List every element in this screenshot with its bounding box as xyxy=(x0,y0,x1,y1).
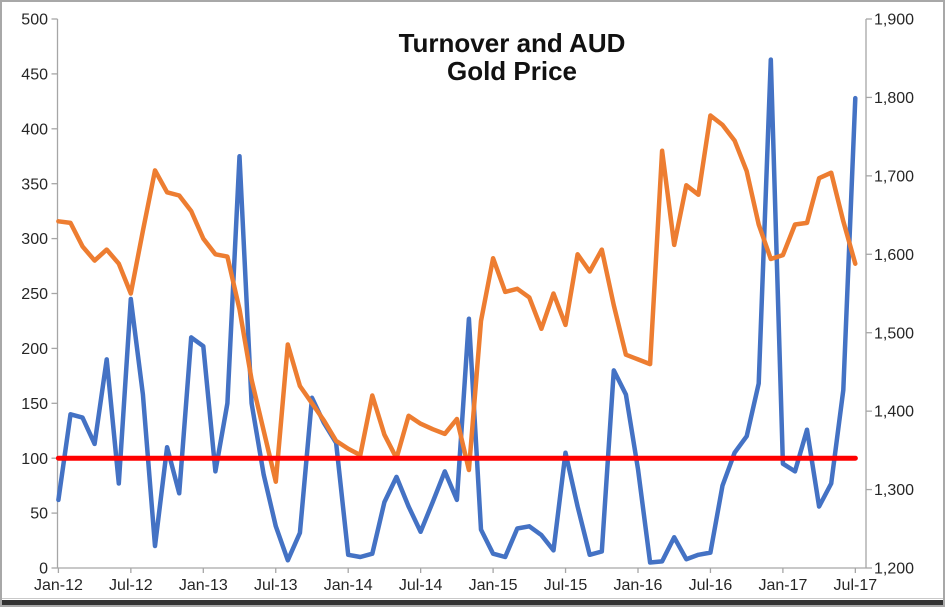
y-right-tick-label: 1,300 xyxy=(874,482,914,499)
plot-area xyxy=(57,19,866,568)
x-tick-label: Jan-14 xyxy=(324,577,373,594)
y-right-tick-label: 1,900 xyxy=(874,12,914,29)
y-left-tick-label: 200 xyxy=(21,341,48,358)
chart-border-bottom xyxy=(0,598,945,599)
x-tick-label: Jan-13 xyxy=(179,577,228,594)
y-right-tick-label: 1,400 xyxy=(874,404,914,421)
x-tick-label: Jul-15 xyxy=(544,577,588,594)
y-right-tick-label: 1,800 xyxy=(874,90,914,107)
y-left-tick-label: 450 xyxy=(21,67,48,84)
y-left-tick-label: 400 xyxy=(21,121,48,138)
chart-title: Turnover and AUD Gold Price xyxy=(399,28,626,86)
x-tick-label: Jul-14 xyxy=(399,577,443,594)
y-right-tick-label: 1,500 xyxy=(874,325,914,342)
y-left-tick-label: 50 xyxy=(30,506,48,523)
series-aud-gold-price xyxy=(56,113,858,484)
y-left-tick-label: 300 xyxy=(21,231,48,248)
y-left-tick-label: 0 xyxy=(39,561,48,578)
x-tick-label: Jul-16 xyxy=(689,577,733,594)
y-right-tick-label: 1,200 xyxy=(874,561,914,578)
series-turnover xyxy=(56,57,858,565)
x-tick-label: Jan-15 xyxy=(469,577,518,594)
x-tick-label: Jan-16 xyxy=(614,577,663,594)
y-left-tick-label: 100 xyxy=(21,451,48,468)
x-tick-label: Jan-17 xyxy=(758,577,807,594)
x-tick-label: Jul-13 xyxy=(254,577,298,594)
y-left-tick-label: 150 xyxy=(21,396,48,413)
y-left-tick-label: 250 xyxy=(21,286,48,303)
y-right-tick-label: 1,700 xyxy=(874,168,914,185)
y-right-tick-label: 1,600 xyxy=(874,247,914,264)
x-tick-label: Jan-12 xyxy=(34,577,83,594)
x-tick-label: Jul-12 xyxy=(109,577,153,594)
window-bottom-edge xyxy=(0,600,945,607)
y-left-tick-label: 350 xyxy=(21,176,48,193)
x-tick-label: Jul-17 xyxy=(834,577,878,594)
y-left-tick-label: 500 xyxy=(21,12,48,29)
